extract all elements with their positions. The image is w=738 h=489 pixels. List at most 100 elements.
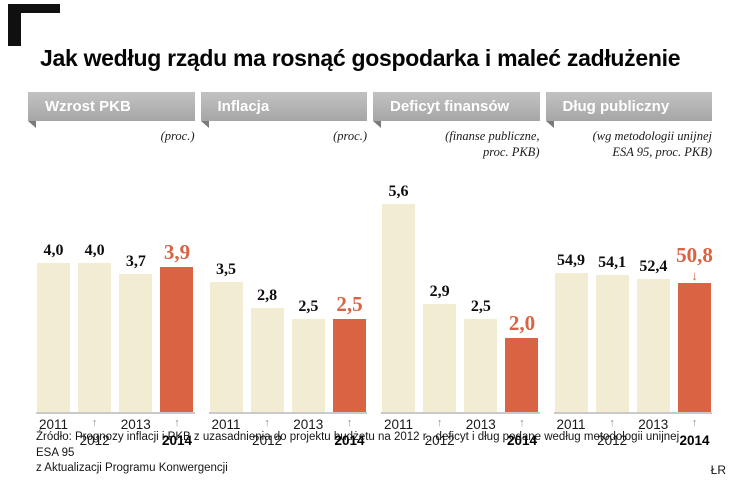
bar-value-label: 2,8 xyxy=(257,287,278,304)
bar-group: 2,0 xyxy=(505,311,539,412)
year-text: 2011 xyxy=(211,417,241,432)
bar xyxy=(78,263,112,412)
year-label: ↑ 2012 xyxy=(423,417,456,449)
bar xyxy=(554,273,588,412)
bar-value-label: 54,1 xyxy=(598,254,627,271)
year-text: 2012 xyxy=(252,433,283,448)
panel-header-ribbon: Inflacja xyxy=(200,92,367,128)
year-text: 2011 xyxy=(383,417,414,432)
year-label: ↑ 2012 xyxy=(78,417,111,449)
source-note: Źródło: Prognozy inflacji i PKB z uzasad… xyxy=(36,431,680,475)
year-text: 2013 xyxy=(465,417,496,432)
year-text: 2011 xyxy=(38,417,69,432)
bar-value-label: 2,5 xyxy=(298,298,319,315)
panel-header-ribbon: Dług publiczny xyxy=(545,92,712,128)
bar-value-label: 3,9 xyxy=(163,240,191,264)
year-text: 2013 xyxy=(120,417,151,432)
year-label: ↑ 2014 xyxy=(678,417,711,449)
year-text: 2012 xyxy=(79,433,110,448)
bar xyxy=(291,319,325,412)
bar-value-label: 2,5 xyxy=(336,292,363,316)
panel-unit-label: (proc.) xyxy=(160,129,195,143)
year-text: 2012 xyxy=(424,433,455,448)
up-arrow-icon: ↑ xyxy=(346,417,353,429)
bar-value-label: 2,0 xyxy=(508,311,536,335)
bar-value-label: 52,4 xyxy=(639,258,668,275)
bar xyxy=(677,283,711,412)
chart-panel: Inflacja (proc.) 3,5 2,8 2,5 2,5 2011 ↑ 2012 2… xyxy=(200,92,368,449)
bar-group: 2,5 xyxy=(291,298,325,412)
bar-value-label: 3,5 xyxy=(216,261,236,278)
year-text: 2014 xyxy=(679,433,710,448)
corner-mark-horizontal xyxy=(8,4,60,13)
bar xyxy=(464,319,498,412)
x-axis: 2011 ↑ 2012 2013 ↑ 2014 xyxy=(554,414,713,449)
year-label: 2011 xyxy=(382,417,415,449)
bar xyxy=(160,267,194,412)
year-label: ↑ 2012 xyxy=(251,417,284,449)
bar-group: 2,5 xyxy=(332,292,366,412)
bar-value-label: 50,8 xyxy=(676,243,713,267)
chart-panel: Wzrost PKB (proc.) 4,0 4,0 3,7 3,9 2011 ↑ 201… xyxy=(28,92,195,449)
year-text: 2012 xyxy=(597,433,628,448)
bar-group: 3,5 xyxy=(209,261,243,412)
x-axis: 2011 ↑ 2012 2013 ↑ 2014 xyxy=(209,414,368,449)
corner-mark-vertical xyxy=(8,4,21,46)
bar-group: 2,8 xyxy=(250,287,284,412)
year-label: 2013 xyxy=(464,417,497,449)
bar xyxy=(250,308,284,412)
bar xyxy=(636,279,670,412)
bar-group: 2,5 xyxy=(464,298,498,412)
bar xyxy=(595,275,629,412)
year-label: 2013 xyxy=(637,417,670,449)
bar-group: 5,6 xyxy=(382,183,415,412)
x-axis: 2011 ↑ 2012 2013 ↑ 2014 xyxy=(381,414,540,449)
bar-chart: 5,6 2,9 2,5 2,0 xyxy=(381,164,540,414)
panel-header-ribbon: Wzrost PKB xyxy=(28,92,195,128)
bar-chart: 3,5 2,8 2,5 2,5 xyxy=(208,164,367,414)
page-title: Jak według rządu ma rosnąć gospodarka i … xyxy=(40,45,681,72)
up-arrow-icon: ↑ xyxy=(264,417,270,429)
bar xyxy=(505,338,539,412)
bar-group: 54,1 xyxy=(595,254,629,412)
year-label: ↑ 2014 xyxy=(160,417,193,449)
bar xyxy=(119,274,153,412)
bar-group: 4,0 xyxy=(78,242,112,412)
bar-group: 50,8 ↓ xyxy=(676,243,713,412)
year-label: 2011 xyxy=(555,417,588,449)
bar-group: 3,7 xyxy=(119,253,153,412)
year-label: ↑ 2012 xyxy=(596,417,629,449)
bar xyxy=(382,204,415,412)
year-label: 2013 xyxy=(119,417,152,449)
bar-group: 54,9 xyxy=(554,252,588,412)
year-text: 2011 xyxy=(556,417,586,432)
bar xyxy=(37,263,70,412)
up-arrow-icon: ↑ xyxy=(609,417,615,429)
year-text: 2014 xyxy=(161,433,192,448)
panel-unit-label: (wg metodologii unijnej ESA 95, proc. PK… xyxy=(592,129,712,160)
bar-value-label: 4,0 xyxy=(84,242,105,259)
chart-panel: Deficyt finansów (finanse publiczne, pro… xyxy=(373,92,540,449)
panel-unit-label: (proc.) xyxy=(333,129,367,143)
year-label: ↑ 2014 xyxy=(333,417,366,449)
year-label: 2011 xyxy=(210,417,243,449)
bar xyxy=(209,282,243,412)
bar-value-label: 3,7 xyxy=(125,253,146,270)
bar-group: 4,0 xyxy=(37,242,70,412)
up-arrow-icon: ↑ xyxy=(691,417,698,429)
year-text: 2014 xyxy=(506,433,537,448)
x-axis: 2011 ↑ 2012 2013 ↑ 2014 xyxy=(36,414,195,449)
bar-value-label: 5,6 xyxy=(388,183,409,200)
up-arrow-icon: ↑ xyxy=(91,417,98,429)
bar-chart: 4,0 4,0 3,7 3,9 xyxy=(36,164,195,414)
author-credit: ŁR xyxy=(710,463,726,477)
bar-value-label: 2,5 xyxy=(470,298,491,315)
bar-value-label: 4,0 xyxy=(43,242,64,259)
year-label: 2011 xyxy=(37,417,70,449)
up-arrow-icon: ↑ xyxy=(519,417,525,429)
down-arrow-icon: ↓ xyxy=(691,268,698,283)
panel-unit-label: (finanse publiczne, proc. PKB) xyxy=(445,129,540,160)
panel-header-ribbon: Deficyt finansów xyxy=(373,92,540,128)
year-label: ↑ 2014 xyxy=(505,417,538,449)
chart-panel: Dług publiczny (wg metodologii unijnej E… xyxy=(545,92,713,449)
